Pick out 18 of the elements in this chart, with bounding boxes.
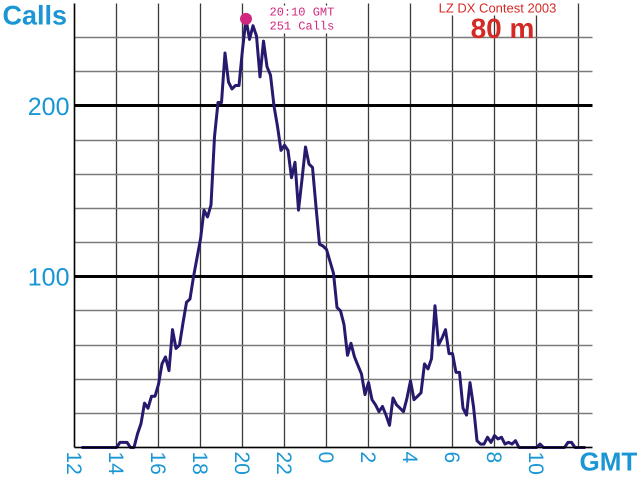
- x-tick-label: 4: [398, 452, 421, 464]
- x-axis-title: GMT: [580, 446, 638, 476]
- x-tick-label: 2: [356, 452, 379, 464]
- x-tick-label: 16: [146, 452, 169, 475]
- x-tick-label: 10: [524, 452, 547, 475]
- x-tick-label: 12: [62, 452, 85, 475]
- annotation: 20:10 GMT 251 Calls: [270, 6, 334, 34]
- x-tick-label: 8: [482, 452, 505, 464]
- y-tick-label: 200: [28, 92, 70, 121]
- x-tick-label: 6: [440, 452, 463, 464]
- x-tick-label: 22: [272, 452, 295, 475]
- x-tick-label: 20: [230, 452, 253, 475]
- x-tick-label: 18: [188, 452, 211, 475]
- x-tick-label: 0: [314, 452, 337, 464]
- y-axis-title: Calls: [2, 0, 68, 30]
- chart-title: LZ DX Contest 2003: [438, 0, 556, 16]
- y-tick-label: 100: [28, 264, 70, 292]
- x-tick-label: 14: [104, 452, 127, 476]
